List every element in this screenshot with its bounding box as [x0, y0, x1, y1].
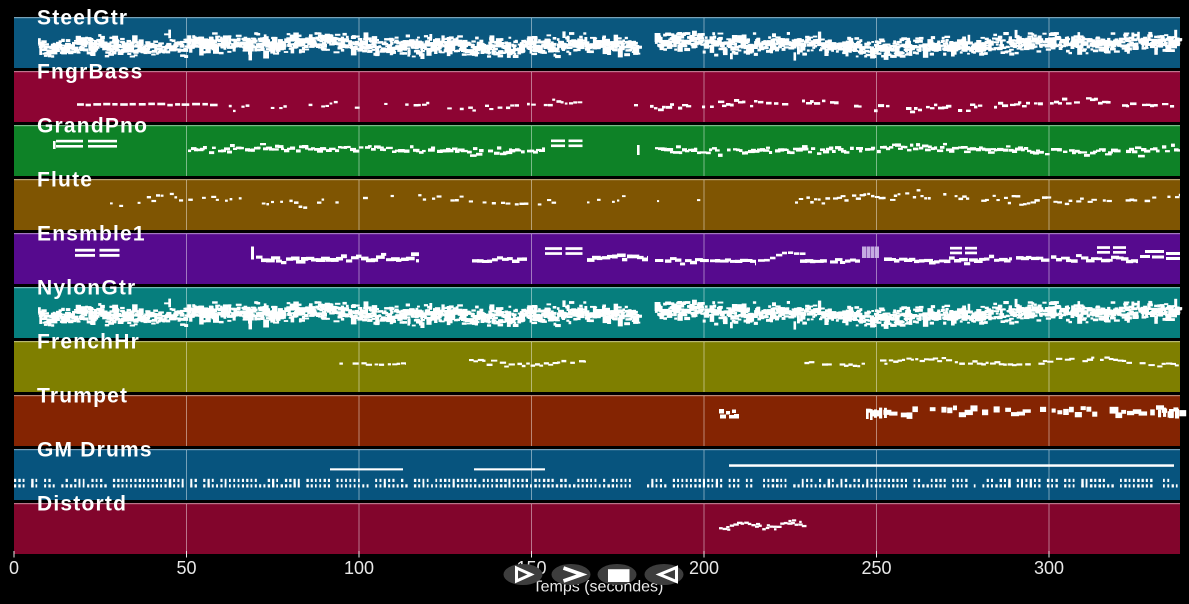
svg-text:FngrBass: FngrBass	[37, 61, 143, 84]
svg-text:100: 100	[344, 558, 374, 578]
svg-text:0: 0	[9, 558, 19, 578]
svg-text:Ensmble1: Ensmble1	[37, 223, 146, 246]
svg-text:Temps (secondes): Temps (secondes)	[533, 579, 664, 596]
svg-text:50: 50	[176, 558, 196, 578]
svg-text:200: 200	[689, 558, 719, 578]
svg-text:Trumpet: Trumpet	[37, 385, 128, 408]
svg-text:SteelGtr: SteelGtr	[37, 7, 128, 30]
svg-text:NylonGtr: NylonGtr	[37, 277, 136, 300]
svg-text:300: 300	[1034, 558, 1064, 578]
svg-text:250: 250	[861, 558, 891, 578]
svg-text:GM Drums: GM Drums	[37, 439, 153, 462]
svg-text:Distortd: Distortd	[37, 493, 127, 516]
svg-text:Flute: Flute	[37, 169, 93, 192]
svg-text:FrenchHr: FrenchHr	[37, 331, 140, 354]
svg-text:GrandPno: GrandPno	[37, 115, 148, 138]
